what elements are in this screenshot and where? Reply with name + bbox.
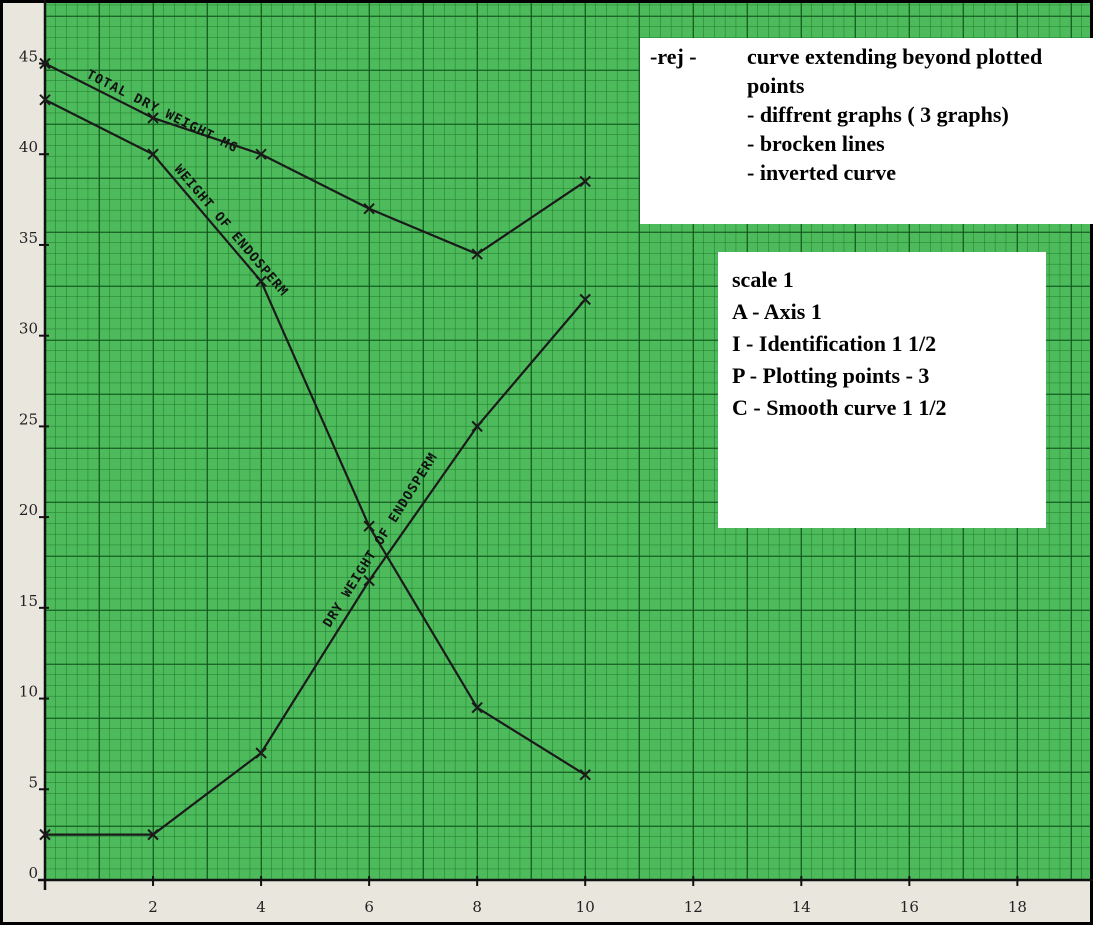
- rejection-list: curve extending beyond plotted points- d…: [747, 42, 1087, 187]
- marking-scheme-item: P - Plotting points - 3: [732, 360, 1046, 392]
- x-tick-label: 18: [1008, 898, 1027, 916]
- x-tick-label: 4: [256, 898, 266, 916]
- rejection-item: curve extending beyond plotted points: [747, 42, 1077, 100]
- rejection-item: - inverted curve: [747, 158, 1087, 187]
- x-tick-label: 12: [684, 898, 703, 916]
- x-tick-label: 16: [900, 898, 919, 916]
- y-tick-label: 30: [19, 320, 38, 338]
- y-tick-label: 40: [19, 138, 38, 156]
- y-tick-label: 10: [19, 683, 38, 701]
- rejection-box: -rej - curve extending beyond plotted po…: [640, 38, 1093, 224]
- marking-scheme-item: A - Axis 1: [732, 296, 1046, 328]
- x-tick-label: 8: [472, 898, 482, 916]
- x-tick-label: 2: [148, 898, 158, 916]
- y-tick-label: 15: [19, 592, 38, 610]
- rejection-label: -rej -: [650, 42, 697, 71]
- y-tick-label: 35: [19, 229, 38, 247]
- x-tick-label: 6: [364, 898, 374, 916]
- rejection-item: - diffrent graphs ( 3 graphs): [747, 100, 1087, 129]
- y-tick-label: 45: [19, 48, 38, 66]
- y-tick-label: 5: [28, 773, 38, 791]
- x-tick-label: 14: [792, 898, 811, 916]
- marking-scheme-item: C - Smooth curve 1 1/2: [732, 392, 1046, 424]
- rejection-item: - brocken lines: [747, 129, 1087, 158]
- y-tick-label: 0: [28, 864, 38, 882]
- marking-scheme-item: I - Identification 1 1/2: [732, 328, 1046, 360]
- y-tick-label: 20: [19, 501, 38, 519]
- x-tick-label: 10: [576, 898, 595, 916]
- y-tick-label: 25: [19, 410, 38, 428]
- page: 05101520253035404524681012141618TOTAL DR…: [0, 0, 1093, 925]
- marking-scheme-item: scale 1: [732, 264, 1046, 296]
